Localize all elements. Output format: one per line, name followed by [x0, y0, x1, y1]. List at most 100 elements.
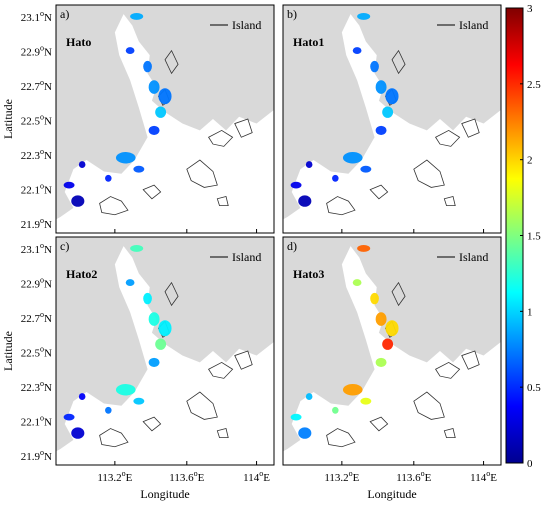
- hemisphere-n: N: [44, 12, 52, 24]
- island-outline: [235, 119, 252, 137]
- y-tick-label: 23.1oN: [21, 241, 52, 256]
- map-panels: a)HatoIslandb)Hato1Islandc)Hato2Islandd)…: [56, 5, 501, 465]
- panel-title: Hato: [66, 35, 91, 49]
- island-outline: [370, 185, 387, 199]
- x-tick-label: 113.6oE: [169, 469, 204, 484]
- degree-sign: o: [40, 310, 44, 319]
- value-patch: [375, 357, 387, 367]
- island-outline: [444, 197, 455, 206]
- y-tick-label: 22.1oN: [21, 414, 52, 429]
- hemisphere-e: E: [425, 472, 432, 484]
- degree-sign: o: [259, 469, 263, 478]
- value-patch: [332, 174, 339, 182]
- panel-title: Hato1: [293, 35, 324, 49]
- value-patch: [143, 60, 152, 73]
- value-patch: [125, 47, 135, 55]
- value-patch: [342, 152, 363, 164]
- y-tick-label: 22.9oN: [21, 44, 52, 59]
- value-patch: [148, 357, 160, 367]
- value-patch: [125, 279, 135, 287]
- hemisphere-n: N: [44, 47, 52, 59]
- value-patch: [133, 397, 145, 405]
- value-patch: [385, 320, 399, 337]
- value-patch: [158, 320, 172, 337]
- value-patch: [115, 152, 136, 164]
- value-patch: [298, 427, 312, 439]
- value-patch: [375, 80, 387, 94]
- value-patch: [290, 413, 302, 421]
- hemisphere-n: N: [44, 279, 52, 291]
- panel-letter: d): [287, 239, 297, 253]
- y-tick-label: 21.9oN: [21, 448, 52, 463]
- value-patch: [158, 88, 172, 105]
- island-outline: [100, 197, 128, 215]
- value-patch: [352, 279, 362, 287]
- value-patch: [71, 195, 85, 207]
- value-patch: [105, 406, 112, 414]
- y-tick-label: 22.5oN: [21, 345, 52, 360]
- island-outline: [436, 362, 460, 378]
- value-patch: [360, 165, 372, 173]
- colorbar-tick-label: 0: [527, 458, 533, 470]
- legend-entry: Island: [232, 250, 261, 264]
- value-patch: [360, 397, 372, 405]
- hemisphere-n: N: [44, 150, 52, 162]
- value-patch: [78, 393, 86, 401]
- value-patch: [357, 12, 371, 20]
- degree-sign: o: [40, 147, 44, 156]
- degree-sign: o: [40, 448, 44, 457]
- value-patch: [155, 106, 167, 118]
- y-axis-label: Latitude: [1, 331, 15, 371]
- degree-sign: o: [486, 469, 490, 478]
- y-tick-label: 22.9oN: [21, 276, 52, 291]
- island-outline: [392, 283, 405, 306]
- hemisphere-e: E: [490, 472, 497, 484]
- x-axis-label: Longitude: [140, 487, 189, 501]
- hemisphere-n: N: [44, 451, 52, 463]
- panel-letter: c): [60, 239, 69, 253]
- island-outline: [392, 51, 405, 74]
- panel-title: Hato2: [66, 267, 97, 281]
- value-patch: [385, 88, 399, 105]
- legend-entry: Island: [232, 18, 261, 32]
- hemisphere-n: N: [44, 244, 52, 256]
- hemisphere-n: N: [44, 348, 52, 360]
- x-axis-label: Longitude: [367, 487, 416, 501]
- degree-sign: o: [40, 379, 44, 388]
- island-outline: [235, 351, 252, 369]
- value-patch: [130, 244, 144, 252]
- value-patch: [357, 244, 371, 252]
- island-outline: [209, 130, 233, 146]
- hemisphere-e: E: [198, 472, 205, 484]
- value-patch: [352, 47, 362, 55]
- degree-sign: o: [40, 216, 44, 225]
- island-outline: [165, 51, 178, 74]
- degree-sign: o: [349, 469, 353, 478]
- island-outline: [414, 392, 445, 419]
- hemisphere-n: N: [44, 417, 52, 429]
- degree-sign: o: [194, 469, 198, 478]
- colorbar-tick-label: 1.5: [527, 231, 541, 243]
- island-outline: [143, 417, 160, 431]
- island-outline: [436, 130, 460, 146]
- y-tick-label: 22.5oN: [21, 113, 52, 128]
- value-patch: [382, 106, 394, 118]
- degree-sign: o: [122, 469, 126, 478]
- value-patch: [148, 312, 160, 326]
- value-patch: [290, 181, 302, 189]
- panel-letter: b): [287, 7, 297, 21]
- x-tick-label: 114oE: [470, 469, 497, 484]
- colorbar-tick-label: 1: [527, 306, 533, 318]
- degree-sign: o: [40, 9, 44, 18]
- map-panel-3: c) Hato2 Island: [56, 237, 274, 465]
- value-patch: [133, 165, 145, 173]
- island-outline: [217, 429, 228, 438]
- degree-sign: o: [40, 276, 44, 285]
- y-tick-label: 21.9oN: [21, 216, 52, 231]
- value-patch: [155, 338, 167, 350]
- island-outline: [165, 283, 178, 306]
- colorbar-tick-label: 0.5: [527, 382, 541, 394]
- value-patch: [63, 413, 75, 421]
- degree-sign: o: [40, 414, 44, 423]
- hemisphere-n: N: [44, 116, 52, 128]
